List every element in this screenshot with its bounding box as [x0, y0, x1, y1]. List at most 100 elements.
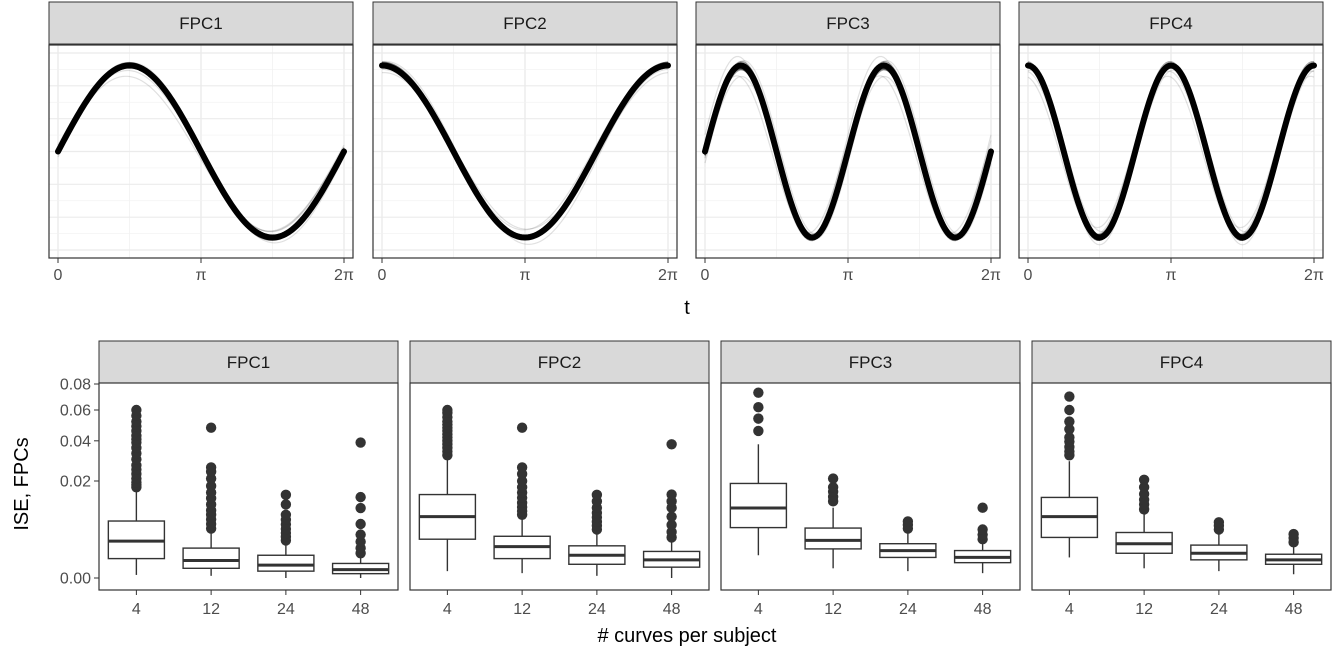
- outlier-point: [753, 402, 764, 413]
- x-tick-label: 24: [588, 601, 606, 618]
- panel-border: [720, 382, 1021, 591]
- outlier-point: [516, 462, 528, 473]
- outlier-point: [1138, 482, 1150, 493]
- outlier-point: [1064, 404, 1075, 416]
- outlier-point: [1064, 424, 1075, 435]
- x-tick-label: 0: [378, 267, 387, 284]
- outlier-point: [977, 524, 988, 535]
- top-x-axis-title: t: [684, 297, 690, 319]
- box-body: [804, 527, 862, 550]
- fpc-replicate-curve: [57, 75, 345, 232]
- y-tick-label: 0.08: [60, 377, 91, 394]
- outlier-point: [1064, 391, 1075, 402]
- strip-fpc1: [98, 340, 399, 384]
- box-4: [418, 404, 477, 572]
- fpc-curve-bundle: [379, 62, 671, 241]
- x-tick-label: 0: [54, 267, 63, 284]
- panel-fpc1-curves: FPC1 0 π 2π: [48, 1, 354, 284]
- box-48: [642, 439, 701, 578]
- outlier-point: [666, 511, 677, 522]
- box-48: [331, 437, 390, 578]
- x-tick-label: 24: [1210, 601, 1228, 618]
- x-tick-label: π: [842, 267, 853, 284]
- panel-fpc3-curves: FPC3 0 π 2π: [695, 1, 1001, 284]
- box-body: [729, 482, 788, 529]
- strip-fpc3: [720, 340, 1021, 384]
- x-tick-label: 4: [754, 601, 763, 618]
- box-4: [729, 387, 788, 556]
- box-12: [804, 473, 862, 569]
- box-12: [182, 422, 240, 576]
- bottom-y-axis-title: ISE, FPCs: [11, 437, 33, 530]
- box-24: [1190, 517, 1248, 572]
- box-body: [182, 547, 240, 570]
- x-tick-label: 12: [513, 601, 531, 618]
- panel-fpc2-boxplot: FPC2 4 12 24 48: [409, 340, 710, 618]
- x-tick-label: 24: [277, 601, 295, 618]
- outlier-point: [205, 422, 217, 433]
- x-tick-label: π: [1165, 267, 1176, 284]
- x-tick-label: 12: [824, 601, 842, 618]
- strip-label: FPC3: [849, 353, 892, 372]
- box-48: [953, 502, 1012, 574]
- x-tick-label: 12: [1135, 601, 1153, 618]
- panel-border: [409, 382, 710, 591]
- box-body: [257, 554, 315, 572]
- y-tick-label: 0.02: [60, 474, 91, 491]
- x-tick-label: 2π: [1304, 267, 1324, 284]
- x-tick-label: 48: [1285, 601, 1303, 618]
- strip-label: FPC2: [503, 14, 546, 33]
- x-tick-label: 2π: [981, 267, 1001, 284]
- x-tick-label: π: [195, 267, 206, 284]
- outlier-point: [827, 482, 839, 493]
- outlier-point: [205, 480, 217, 492]
- panel-border: [98, 382, 399, 591]
- strip-fpc3: [695, 1, 1001, 45]
- strip-fpc4: [1031, 340, 1332, 384]
- box-4: [1040, 391, 1099, 558]
- box-24: [568, 489, 626, 576]
- x-tick-label: 12: [202, 601, 220, 618]
- x-tick-label: 24: [899, 601, 917, 618]
- fpc-curve-bundle: [702, 62, 994, 241]
- panel-fpc4-curves: FPC4 0 π 2π: [1018, 1, 1324, 284]
- outlier-point: [753, 387, 764, 398]
- strip-label: FPC1: [227, 353, 270, 372]
- fpc-curve-bundle: [55, 62, 347, 241]
- outlier-point: [1064, 416, 1075, 427]
- outlier-point: [355, 437, 366, 448]
- outlier-point: [1288, 528, 1299, 540]
- box-12: [1115, 474, 1173, 569]
- x-tick-label: 4: [443, 601, 452, 618]
- outlier-point: [753, 413, 764, 424]
- outlier-point: [977, 502, 988, 513]
- outlier-point: [355, 491, 366, 503]
- outlier-point: [355, 502, 366, 514]
- strip-fpc2: [372, 1, 678, 45]
- strip-fpc1: [48, 1, 354, 45]
- panel-fpc2-curves: FPC2 0 π 2π: [372, 1, 678, 284]
- panel-border: [1031, 382, 1332, 591]
- x-tick-label: 48: [663, 601, 681, 618]
- x-tick-label: 48: [352, 601, 370, 618]
- strip-label: FPC2: [538, 353, 581, 372]
- outlier-point: [131, 404, 142, 416]
- box-12: [493, 422, 551, 574]
- outlier-point: [1064, 432, 1075, 443]
- x-tick-label: 2π: [658, 267, 678, 284]
- outlier-point: [827, 473, 839, 484]
- box-24: [257, 489, 315, 578]
- panel-fpc4-boxplot: FPC4 4 12 24 48: [1031, 340, 1332, 618]
- box-4: [107, 404, 166, 575]
- outlier-point: [516, 422, 528, 433]
- strip-label: FPC4: [1160, 353, 1203, 372]
- strip-fpc4: [1018, 1, 1324, 45]
- outlier-point: [666, 519, 677, 531]
- y-tick-label: 0.04: [60, 433, 91, 450]
- outlier-point: [753, 425, 764, 437]
- outlier-point: [280, 489, 292, 501]
- panel-fpc3-boxplot: FPC3 4 12 24 48: [720, 340, 1021, 618]
- outlier-point: [1138, 474, 1150, 485]
- ise-boxplots-row: 0.00 0.02 0.04 0.06 0.08 FPC1 4 12 24 48 FPC2 4 12 24…: [60, 340, 1332, 618]
